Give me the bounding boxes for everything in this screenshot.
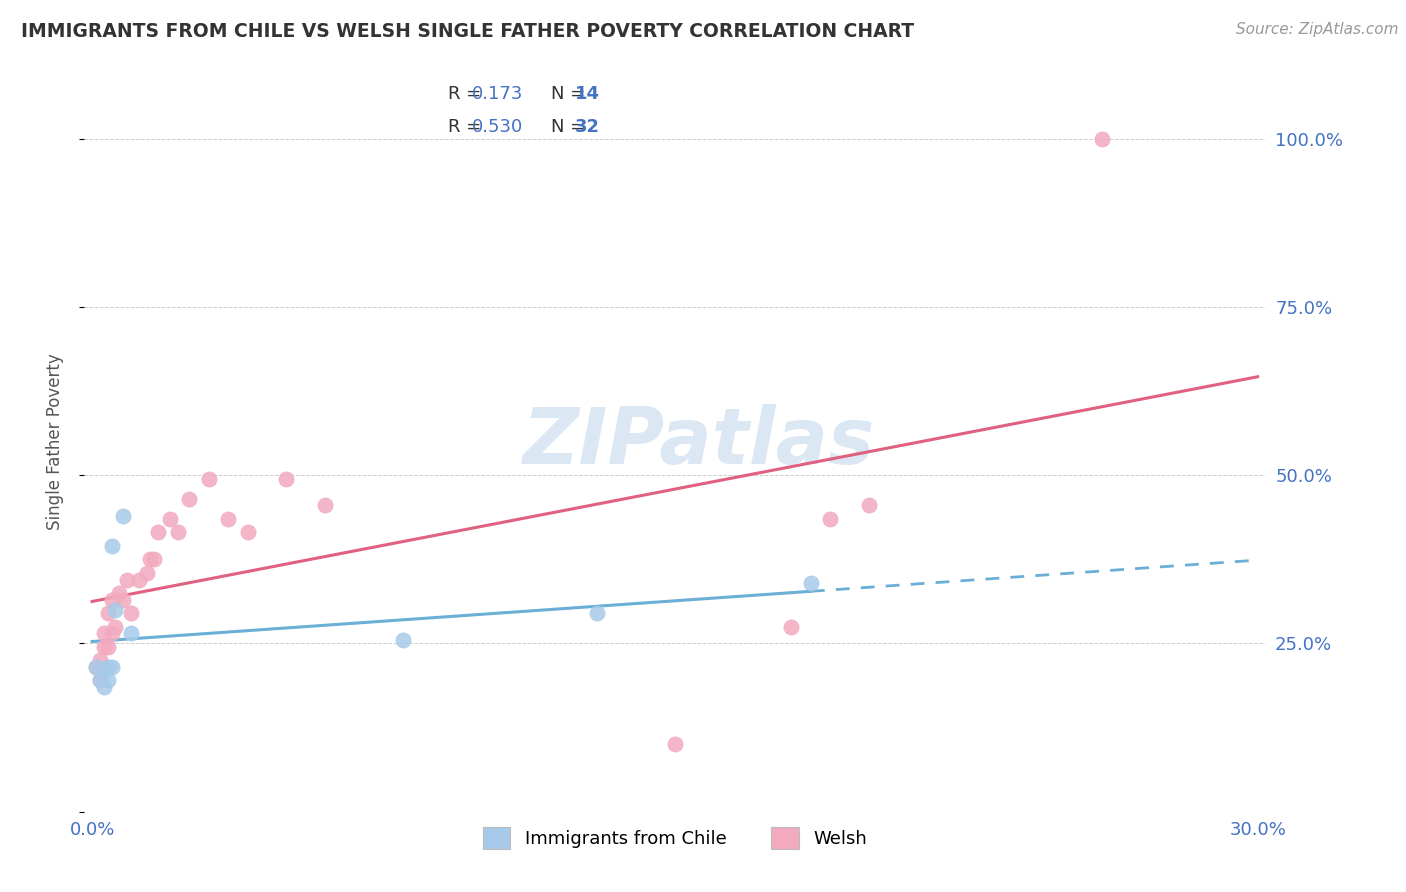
Point — [1091, 131, 1114, 145]
Point — [93, 680, 115, 694]
Point — [217, 512, 239, 526]
Point — [392, 633, 415, 648]
Point — [820, 512, 842, 526]
Text: Source: ZipAtlas.com: Source: ZipAtlas.com — [1236, 22, 1399, 37]
Point — [100, 539, 122, 553]
Point — [128, 573, 150, 587]
Point — [314, 499, 336, 513]
Point — [143, 552, 166, 566]
Point — [135, 566, 157, 580]
Point — [800, 575, 823, 590]
Point — [586, 606, 609, 620]
Point — [100, 592, 122, 607]
Point — [89, 673, 111, 688]
Point — [115, 573, 138, 587]
Point — [108, 586, 131, 600]
Point — [276, 472, 298, 486]
Point — [84, 660, 107, 674]
Point — [97, 660, 120, 674]
Point — [89, 673, 111, 688]
Text: N =: N = — [551, 118, 591, 136]
Point — [664, 738, 686, 752]
Y-axis label: Single Father Poverty: Single Father Poverty — [45, 353, 63, 530]
Text: R =: R = — [449, 118, 486, 136]
Point — [166, 525, 188, 540]
Text: 32: 32 — [575, 118, 599, 136]
Point — [93, 626, 115, 640]
Point — [97, 673, 120, 688]
Point — [120, 626, 142, 640]
Point — [104, 619, 127, 633]
Point — [100, 626, 122, 640]
Point — [780, 619, 803, 633]
Text: 14: 14 — [575, 86, 599, 103]
Point — [179, 491, 201, 506]
Point — [97, 640, 120, 654]
Text: ZIPatlas: ZIPatlas — [523, 403, 875, 480]
Point — [197, 472, 219, 486]
Point — [100, 660, 122, 674]
Text: IMMIGRANTS FROM CHILE VS WELSH SINGLE FATHER POVERTY CORRELATION CHART: IMMIGRANTS FROM CHILE VS WELSH SINGLE FA… — [21, 22, 914, 41]
Point — [858, 499, 880, 513]
Point — [148, 525, 170, 540]
Point — [159, 512, 181, 526]
Point — [236, 525, 259, 540]
Point — [120, 606, 142, 620]
Text: N =: N = — [551, 86, 591, 103]
Point — [112, 592, 135, 607]
Legend: Immigrants from Chile, Welsh: Immigrants from Chile, Welsh — [474, 818, 876, 858]
Point — [89, 653, 111, 667]
Text: 0.530: 0.530 — [472, 118, 523, 136]
Point — [93, 664, 115, 678]
Point — [104, 603, 127, 617]
Point — [97, 606, 120, 620]
Point — [93, 640, 115, 654]
Point — [84, 660, 107, 674]
Point — [139, 552, 162, 566]
Text: R =: R = — [449, 86, 486, 103]
Point — [112, 508, 135, 523]
Text: 0.173: 0.173 — [472, 86, 523, 103]
